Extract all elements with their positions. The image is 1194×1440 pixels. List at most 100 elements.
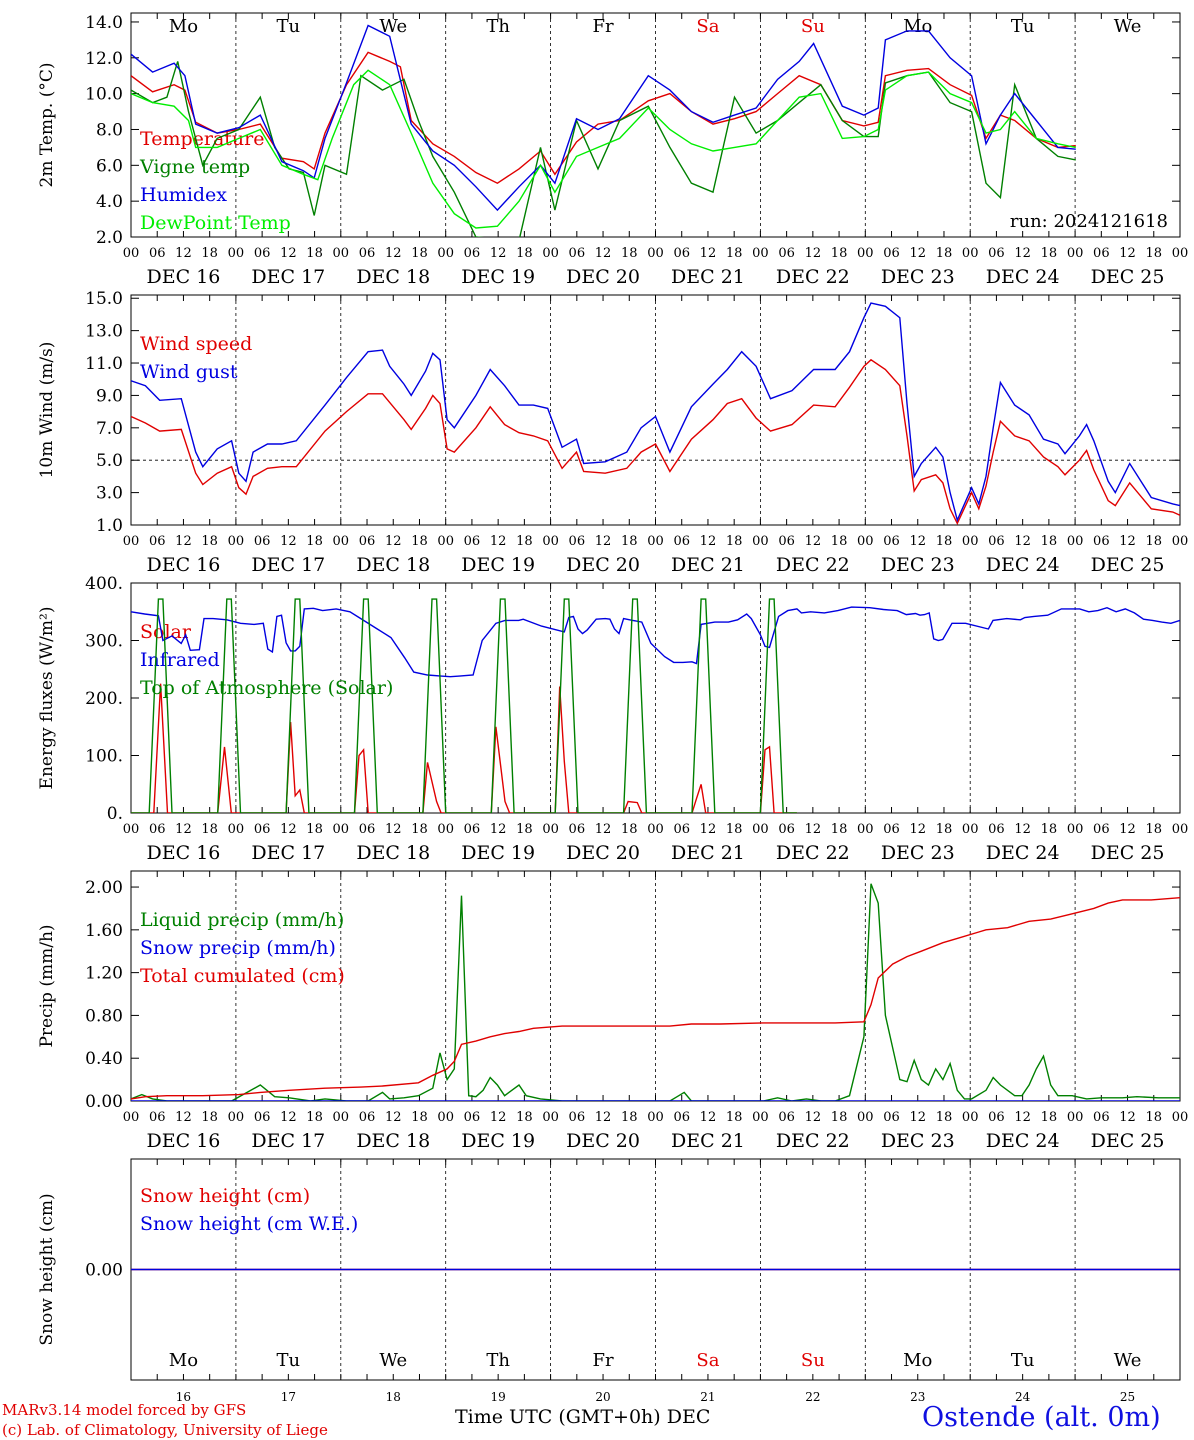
hour-label: 00 [962, 822, 979, 837]
panel-wind: 1.0 3.0 5.0 7.0 9.0 11.0 13.0 15.0 10m Wind (m/s… [37, 289, 1188, 576]
weekday-label: Su [801, 1350, 825, 1371]
date-label: DEC 16 [147, 554, 221, 576]
date-label: DEC 24 [986, 554, 1060, 576]
panel-temp: 2.0 4.0 6.0 8.0 10.0 12.0 14.0 2m Temp. (°C) Mo T… [37, 12, 1188, 288]
legend-entry: Snow height (cm) [140, 1185, 310, 1207]
legend-entry: Wind gust [140, 361, 238, 383]
date-label: DEC 21 [671, 266, 745, 288]
hour-label: 00 [1172, 1110, 1189, 1125]
hour-label: 12 [805, 822, 822, 837]
hour-label: 00 [857, 1110, 874, 1125]
day-number-label: 25 [1120, 1390, 1135, 1404]
hour-label: 12 [909, 534, 926, 549]
legend-entry: Solar [140, 621, 192, 643]
date-label: DEC 22 [776, 554, 850, 576]
day-number-label: 22 [805, 1390, 820, 1404]
hour-label: 18 [621, 246, 638, 261]
hour-label: 00 [437, 534, 454, 549]
hour-label: 12 [1014, 822, 1031, 837]
y-tick-label: 14.0 [85, 13, 123, 33]
y-tick-label: 2.0 [96, 228, 123, 248]
hour-label: 00 [647, 1110, 664, 1125]
legend-entry: Top of Atmosphere (Solar) [140, 677, 393, 699]
hour-label: 06 [149, 1110, 166, 1125]
hour-label: 12 [1119, 534, 1136, 549]
hour-label: 12 [490, 534, 507, 549]
date-label: DEC 19 [461, 1130, 535, 1152]
hour-label: 06 [359, 534, 376, 549]
hour-label: 00 [647, 534, 664, 549]
hour-label: 00 [228, 1110, 245, 1125]
hour-label: 18 [726, 822, 743, 837]
hour-label: 18 [621, 534, 638, 549]
hour-label: 00 [962, 1110, 979, 1125]
date-label: DEC 24 [986, 266, 1060, 288]
y-tick-label: 13.0 [85, 322, 123, 342]
hour-label: 18 [1146, 1110, 1163, 1125]
date-label: DEC 16 [147, 266, 221, 288]
hour-label: 18 [726, 1110, 743, 1125]
hour-label: 06 [569, 534, 586, 549]
date-label: DEC 25 [1091, 1130, 1165, 1152]
hour-label: 12 [1119, 1110, 1136, 1125]
hour-label: 00 [1172, 534, 1189, 549]
weekday-label: Sa [696, 16, 719, 37]
hour-label: 12 [175, 246, 192, 261]
y-tick-label: 200. [85, 689, 123, 709]
date-label: DEC 23 [881, 1130, 955, 1152]
date-label: DEC 18 [356, 842, 430, 864]
hour-label: 12 [700, 246, 717, 261]
date-label: DEC 22 [776, 266, 850, 288]
legend-entry: Temperature [140, 128, 264, 150]
hour-label: 12 [1014, 1110, 1031, 1125]
hour-label: 06 [1093, 822, 1110, 837]
hour-label: 18 [516, 822, 533, 837]
day-number-label: 21 [700, 1390, 715, 1404]
y-tick-label: 2.00 [85, 878, 123, 898]
hour-label: 12 [805, 246, 822, 261]
y-tick-label: 10.0 [85, 85, 123, 105]
weekday-label: We [379, 16, 407, 37]
date-label: DEC 17 [251, 554, 325, 576]
date-label: DEC 18 [356, 266, 430, 288]
hour-label: 06 [254, 534, 271, 549]
hour-label: 12 [700, 1110, 717, 1125]
weekday-label: We [1114, 16, 1142, 37]
y-tick-label: 1.60 [85, 921, 123, 941]
y-tick-label: 100. [85, 747, 123, 767]
date-label: DEC 24 [986, 842, 1060, 864]
hour-label: 12 [700, 534, 717, 549]
hour-label: 12 [700, 822, 717, 837]
hour-label: 06 [883, 822, 900, 837]
hour-label: 18 [516, 1110, 533, 1125]
y-axis-label: Precip (mm/h) [37, 924, 57, 1047]
hour-label: 12 [280, 246, 297, 261]
hour-label: 18 [936, 822, 953, 837]
date-label: DEC 22 [776, 1130, 850, 1152]
weekday-label: We [379, 1350, 407, 1371]
panel-precip: 0.00 0.40 0.80 1.20 1.60 2.00 Precip (mm/h) 00 0… [37, 870, 1189, 1152]
hour-label: 12 [1119, 822, 1136, 837]
x-axis-label: Time UTC (GMT+0h) DEC [455, 1406, 711, 1428]
legend-entry: Humidex [140, 184, 227, 206]
hour-label: 00 [962, 246, 979, 261]
weekday-label: Mo [903, 1350, 932, 1371]
hour-label: 18 [516, 534, 533, 549]
hour-label: 06 [1093, 534, 1110, 549]
date-label: DEC 16 [147, 1130, 221, 1152]
hour-label: 18 [306, 1110, 323, 1125]
series-line-infrared [131, 606, 1180, 678]
hour-label: 06 [883, 246, 900, 261]
series-line-solar [131, 683, 797, 813]
hour-label: 00 [123, 822, 140, 837]
date-label: DEC 20 [566, 842, 640, 864]
weekday-label: Mo [169, 1350, 198, 1371]
hour-label: 12 [385, 822, 402, 837]
date-label: DEC 18 [356, 1130, 430, 1152]
hour-label: 06 [883, 534, 900, 549]
date-label: DEC 20 [566, 1130, 640, 1152]
hour-label: 18 [306, 534, 323, 549]
y-tick-label: 0.40 [85, 1049, 123, 1069]
hour-label: 06 [149, 246, 166, 261]
hour-label: 06 [464, 246, 481, 261]
